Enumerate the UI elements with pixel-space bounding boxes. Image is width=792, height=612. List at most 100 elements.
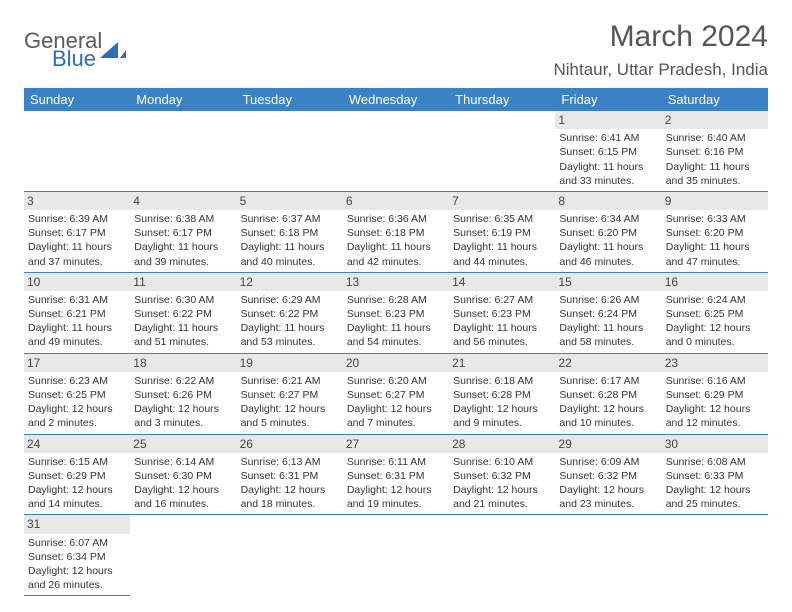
calendar-cell: 1Sunrise: 6:41 AMSunset: 6:15 PMDaylight…: [555, 111, 661, 191]
cell-line: and 16 minutes.: [134, 497, 232, 511]
logo: General Blue: [24, 28, 128, 72]
cell-line: and 5 minutes.: [241, 416, 339, 430]
calendar-cell: [449, 515, 555, 596]
calendar-cell: [130, 515, 236, 596]
cell-line: Sunset: 6:18 PM: [347, 226, 445, 240]
calendar-cell: 30Sunrise: 6:08 AMSunset: 6:33 PMDayligh…: [662, 434, 768, 515]
logo-text-block: General Blue: [24, 28, 102, 72]
cell-line: Sunset: 6:30 PM: [134, 469, 232, 483]
calendar-cell: 20Sunrise: 6:20 AMSunset: 6:27 PMDayligh…: [343, 353, 449, 434]
day-number: 27: [343, 435, 449, 453]
cell-line: and 35 minutes.: [666, 174, 764, 188]
cell-line: Sunrise: 6:09 AM: [559, 455, 657, 469]
day-number: 9: [662, 192, 768, 210]
day-header: Thursday: [449, 88, 555, 111]
cell-line: Sunset: 6:28 PM: [453, 388, 551, 402]
day-number: 20: [343, 354, 449, 372]
cell-line: and 39 minutes.: [134, 255, 232, 269]
day-number: 7: [449, 192, 555, 210]
cell-line: Sunrise: 6:18 AM: [453, 374, 551, 388]
calendar-row: 1Sunrise: 6:41 AMSunset: 6:15 PMDaylight…: [24, 111, 768, 191]
cell-line: Daylight: 12 hours: [559, 483, 657, 497]
page-subtitle: Nihtaur, Uttar Pradesh, India: [553, 60, 768, 80]
cell-line: Daylight: 12 hours: [28, 564, 126, 578]
cell-line: and 33 minutes.: [559, 174, 657, 188]
cell-line: Daylight: 11 hours: [134, 321, 232, 335]
cell-line: Sunrise: 6:41 AM: [559, 131, 657, 145]
calendar-cell: 23Sunrise: 6:16 AMSunset: 6:29 PMDayligh…: [662, 353, 768, 434]
cell-line: Sunrise: 6:16 AM: [666, 374, 764, 388]
day-header: Wednesday: [343, 88, 449, 111]
day-number: 2: [662, 111, 768, 129]
cell-line: Sunset: 6:17 PM: [28, 226, 126, 240]
cell-line: and 54 minutes.: [347, 335, 445, 349]
cell-line: Sunset: 6:33 PM: [666, 469, 764, 483]
calendar-cell: 22Sunrise: 6:17 AMSunset: 6:28 PMDayligh…: [555, 353, 661, 434]
cell-line: Sunset: 6:21 PM: [28, 307, 126, 321]
title-block: March 2024 Nihtaur, Uttar Pradesh, India: [553, 20, 768, 80]
cell-line: and 10 minutes.: [559, 416, 657, 430]
calendar-row: 10Sunrise: 6:31 AMSunset: 6:21 PMDayligh…: [24, 272, 768, 353]
day-number: 21: [449, 354, 555, 372]
cell-line: Sunset: 6:31 PM: [241, 469, 339, 483]
cell-line: Sunset: 6:20 PM: [559, 226, 657, 240]
calendar-cell: [24, 111, 130, 191]
cell-line: Sunset: 6:32 PM: [559, 469, 657, 483]
cell-line: and 0 minutes.: [666, 335, 764, 349]
calendar-cell: [343, 515, 449, 596]
cell-line: Daylight: 12 hours: [453, 402, 551, 416]
calendar-row: 31Sunrise: 6:07 AMSunset: 6:34 PMDayligh…: [24, 515, 768, 596]
cell-line: Daylight: 11 hours: [241, 240, 339, 254]
calendar-cell: 13Sunrise: 6:28 AMSunset: 6:23 PMDayligh…: [343, 272, 449, 353]
cell-line: Sunrise: 6:35 AM: [453, 212, 551, 226]
cell-line: and 14 minutes.: [28, 497, 126, 511]
cell-line: Sunset: 6:22 PM: [134, 307, 232, 321]
calendar-cell: [449, 111, 555, 191]
calendar-cell: [555, 515, 661, 596]
cell-line: Daylight: 11 hours: [666, 240, 764, 254]
calendar-cell: 11Sunrise: 6:30 AMSunset: 6:22 PMDayligh…: [130, 272, 236, 353]
logo-text-blue: Blue: [52, 46, 102, 72]
calendar-cell: [662, 515, 768, 596]
day-number: 18: [130, 354, 236, 372]
calendar-row: 3Sunrise: 6:39 AMSunset: 6:17 PMDaylight…: [24, 191, 768, 272]
calendar-cell: 2Sunrise: 6:40 AMSunset: 6:16 PMDaylight…: [662, 111, 768, 191]
cell-line: Sunrise: 6:14 AM: [134, 455, 232, 469]
cell-line: and 58 minutes.: [559, 335, 657, 349]
day-number: 24: [24, 435, 130, 453]
day-number: 26: [237, 435, 343, 453]
cell-line: Sunrise: 6:34 AM: [559, 212, 657, 226]
cell-line: Sunrise: 6:20 AM: [347, 374, 445, 388]
day-number: 14: [449, 273, 555, 291]
page-title: March 2024: [553, 20, 768, 54]
cell-line: Sunrise: 6:31 AM: [28, 293, 126, 307]
day-number: 25: [130, 435, 236, 453]
cell-line: and 7 minutes.: [347, 416, 445, 430]
day-header: Saturday: [662, 88, 768, 111]
cell-line: and 37 minutes.: [28, 255, 126, 269]
day-number: 23: [662, 354, 768, 372]
cell-line: Daylight: 11 hours: [347, 321, 445, 335]
cell-line: Sunset: 6:29 PM: [28, 469, 126, 483]
cell-line: Daylight: 12 hours: [134, 483, 232, 497]
calendar-head: SundayMondayTuesdayWednesdayThursdayFrid…: [24, 88, 768, 111]
day-number: 15: [555, 273, 661, 291]
cell-line: Sunrise: 6:38 AM: [134, 212, 232, 226]
cell-line: Sunrise: 6:33 AM: [666, 212, 764, 226]
day-number: 17: [24, 354, 130, 372]
cell-line: Sunset: 6:17 PM: [134, 226, 232, 240]
day-header: Friday: [555, 88, 661, 111]
day-number: 4: [130, 192, 236, 210]
cell-line: Sunset: 6:16 PM: [666, 145, 764, 159]
calendar-cell: 16Sunrise: 6:24 AMSunset: 6:25 PMDayligh…: [662, 272, 768, 353]
calendar-table: SundayMondayTuesdayWednesdayThursdayFrid…: [24, 88, 768, 596]
cell-line: Sunrise: 6:07 AM: [28, 536, 126, 550]
cell-line: Daylight: 11 hours: [134, 240, 232, 254]
day-number: 3: [24, 192, 130, 210]
day-header: Tuesday: [237, 88, 343, 111]
day-number: 28: [449, 435, 555, 453]
calendar-row: 17Sunrise: 6:23 AMSunset: 6:25 PMDayligh…: [24, 353, 768, 434]
cell-line: and 46 minutes.: [559, 255, 657, 269]
cell-line: Sunset: 6:25 PM: [666, 307, 764, 321]
calendar-cell: 10Sunrise: 6:31 AMSunset: 6:21 PMDayligh…: [24, 272, 130, 353]
